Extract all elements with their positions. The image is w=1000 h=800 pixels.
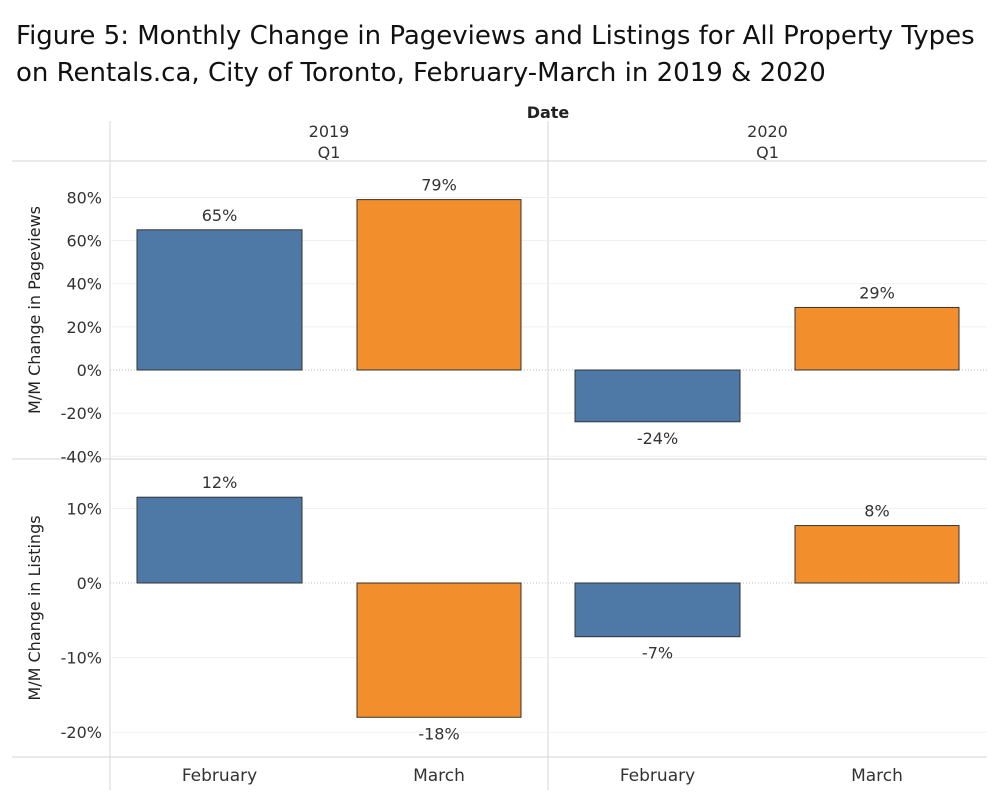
y-tick-label: 10%	[66, 499, 102, 518]
bar-february	[574, 582, 741, 638]
x-tick-label: March	[851, 766, 903, 786]
data-label: -18%	[418, 724, 459, 743]
bar-march	[794, 525, 960, 584]
y-axis-label: M/M Change in Pageviews	[25, 206, 44, 414]
y-tick-label: 20%	[66, 318, 102, 337]
x-tick-label: March	[413, 766, 465, 786]
data-label: -7%	[642, 644, 673, 663]
column-header-quarter: Q1	[318, 143, 341, 162]
y-tick-label: 0%	[77, 574, 102, 593]
column-header-quarter: Q1	[756, 143, 779, 162]
column-header-year: 2020	[747, 122, 788, 141]
bar-march	[356, 582, 522, 718]
data-label: 29%	[859, 283, 895, 302]
y-tick-label: -40%	[61, 447, 102, 466]
bar-february	[574, 369, 741, 423]
x-tick-label: February	[182, 766, 257, 786]
y-axis-label: M/M Change in Listings	[25, 515, 44, 700]
column-axis-title: Date	[527, 103, 570, 122]
y-tick-label: 40%	[66, 275, 102, 294]
data-label: -24%	[637, 429, 678, 448]
bar-march	[356, 199, 522, 371]
y-tick-label: -20%	[61, 404, 102, 423]
y-tick-label: -10%	[61, 649, 102, 668]
chart-title-line-1: Figure 5: Monthly Change in Pageviews an…	[16, 21, 975, 51]
bar-march	[794, 306, 960, 371]
data-label: 65%	[202, 206, 238, 225]
column-header-year: 2019	[309, 122, 350, 141]
chart-title-line-2: on Rentals.ca, City of Toronto, February…	[16, 58, 826, 88]
data-label: 79%	[421, 176, 457, 195]
x-tick-label: February	[620, 766, 695, 786]
y-tick-label: 60%	[66, 232, 102, 251]
y-tick-label: 80%	[66, 188, 102, 207]
y-tick-label: -20%	[61, 723, 102, 742]
chart-title: Figure 5: Monthly Change in Pageviews an…	[16, 18, 986, 92]
bar-february	[136, 496, 303, 584]
y-tick-label: 0%	[77, 361, 102, 380]
data-label: 8%	[864, 502, 889, 521]
bar-february	[136, 229, 303, 371]
data-label: 12%	[202, 473, 238, 492]
